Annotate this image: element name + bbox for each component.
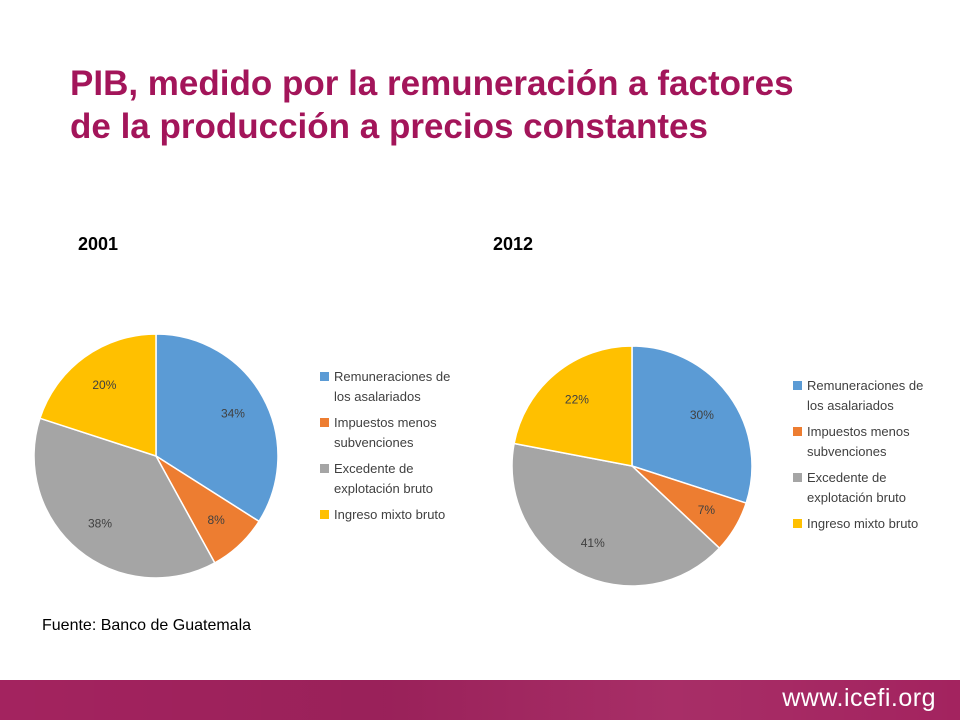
legend-label: Remuneraciones de [334, 369, 451, 384]
legend-label: explotación bruto [807, 490, 907, 505]
legend-label: Impuestos menos [807, 424, 910, 439]
slice-data-label: 7% [698, 503, 716, 517]
source-note: Fuente: Banco de Guatemala [42, 617, 252, 634]
slice-data-label: 20% [92, 378, 116, 392]
legend-label: Excedente de [334, 461, 414, 476]
legend-label: los asalariados [807, 398, 894, 413]
chart-2001-title: 2001 [78, 234, 119, 254]
chart-2012-title: 2012 [493, 234, 534, 254]
pie-2001-svg: 34% 8% 38% 20% [33, 333, 279, 579]
legend-label: Impuestos menos [334, 415, 437, 430]
footer-bar: www.icefi.org [0, 680, 960, 720]
legend-swatch [793, 427, 802, 436]
legend-label: Remuneraciones de [807, 378, 924, 393]
legend-item: Ingreso mixto bruto [793, 514, 953, 534]
pie-chart-2012: 30% 7% 41% 22% Remuneraciones de los asalar… [480, 300, 960, 600]
footer-url[interactable]: www.icefi.org [782, 684, 936, 712]
pie-slice [513, 345, 633, 467]
pie-slice [511, 442, 721, 587]
legend-swatch [320, 372, 329, 381]
page-title: PIB, medido por la remuneración a factor… [70, 62, 890, 148]
slice-data-label: 30% [690, 408, 714, 422]
slice-data-label: 41% [581, 536, 605, 550]
legend-swatch [320, 418, 329, 427]
title-line-2: de la producción a precios constantes [70, 107, 708, 146]
legend-item: Excedente de explotación bruto [320, 459, 480, 499]
legend-label: subvenciones [807, 444, 887, 459]
legend-label: subvenciones [334, 435, 414, 450]
legend-item: Remuneraciones de los asalariados [320, 367, 480, 407]
legend-label: Ingreso mixto bruto [807, 516, 919, 531]
legend-item: Impuestos menos subvenciones [793, 422, 953, 462]
legend-label: Ingreso mixto bruto [334, 507, 446, 522]
title-line-1: PIB, medido por la remuneración a factor… [70, 64, 794, 103]
legend-swatch [320, 510, 329, 519]
legend-item: Impuestos menos subvenciones [320, 413, 480, 453]
slice-data-label: 34% [221, 407, 245, 421]
legend-label: Excedente de [807, 470, 887, 485]
legend-swatch [793, 381, 802, 390]
legend-item: Excedente de explotación bruto [793, 468, 953, 508]
pie-slice [631, 345, 753, 505]
pie-slice [33, 417, 216, 579]
legend-2012: Remuneraciones de los asalariados Impues… [793, 376, 953, 540]
legend-swatch [320, 464, 329, 473]
legend-swatch [793, 473, 802, 482]
legend-item: Remuneraciones de los asalariados [793, 376, 953, 416]
legend-label: los asalariados [334, 389, 421, 404]
slice-data-label: 8% [207, 513, 225, 527]
pie-2012-svg: 30% 7% 41% 22% [511, 345, 753, 587]
pie-slice [39, 333, 157, 458]
legend-swatch [793, 519, 802, 528]
pie-chart-2001: 34% 8% 38% 20% Remuneraciones de los asalar… [0, 300, 480, 600]
legend-item: Ingreso mixto bruto [320, 505, 480, 525]
slice-data-label: 38% [88, 517, 112, 531]
legend-2001: Remuneraciones de los asalariados Impues… [320, 367, 480, 531]
legend-label: explotación bruto [334, 481, 434, 496]
slice-data-label: 22% [565, 392, 589, 406]
